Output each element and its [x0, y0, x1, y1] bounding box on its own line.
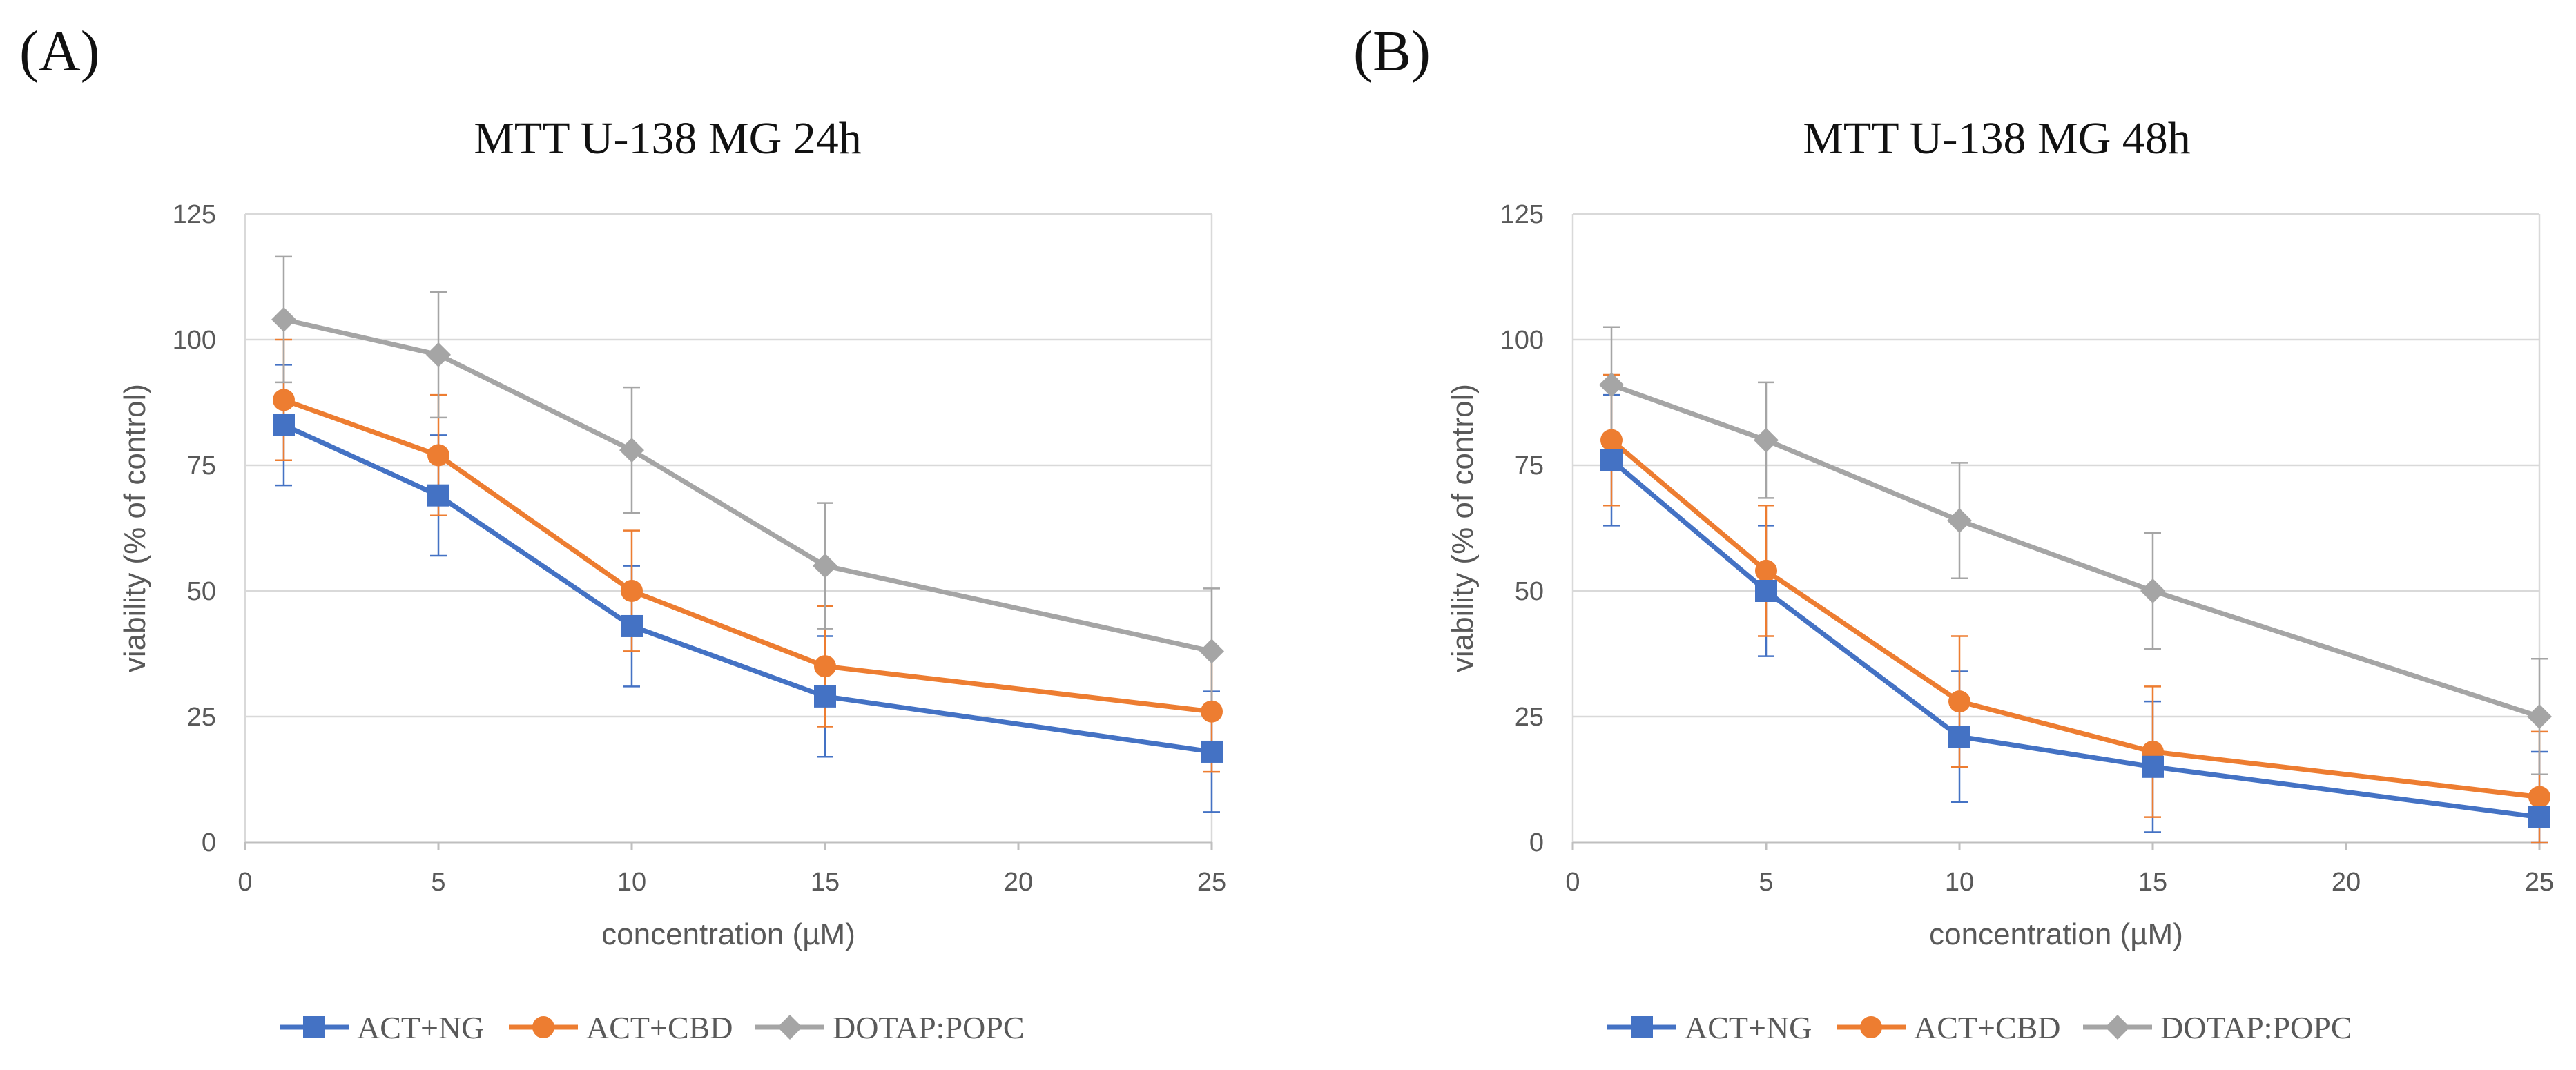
y-tick-label: 25: [1515, 703, 1544, 732]
y-tick-label: 25: [187, 703, 216, 732]
series-line-dotap-popc: [1610, 382, 2541, 719]
data-point: [1948, 690, 1970, 713]
x-tick-label: 10: [617, 868, 646, 897]
legend-marker: [1860, 1016, 1882, 1038]
legend-marker: [1631, 1016, 1653, 1038]
y-tick-label: 125: [173, 200, 216, 229]
x-axis-title: concentration (µM): [1929, 917, 2183, 951]
x-axis-title: concentration (µM): [601, 917, 855, 951]
x-tick-label: 5: [1759, 868, 1773, 897]
chart-24h: MTT U-138 MG 24h 0 25 50 75 100 125 0 5 10 15 20 25 c…: [118, 113, 1226, 1045]
panel-label-a: (A): [19, 19, 100, 84]
data-point: [1754, 427, 1779, 453]
data-point: [1600, 449, 1623, 471]
data-point: [427, 484, 449, 507]
panel-label-b: (B): [1353, 19, 1431, 84]
y-tick-label: 75: [1515, 451, 1544, 480]
legend-label: ACT+CBD: [1914, 1010, 2061, 1045]
data-point: [2528, 786, 2550, 808]
x-tick-label: 20: [1004, 868, 1033, 897]
x-tick-label: 25: [2525, 868, 2554, 897]
data-point: [273, 389, 295, 411]
y-tick-label: 100: [1500, 326, 1544, 355]
y-axis-title: viability (% of control): [1446, 384, 1480, 672]
data-point: [426, 342, 451, 367]
data-point: [619, 438, 644, 463]
x-tick-label: 15: [2138, 868, 2167, 897]
legend-label: DOTAP:POPC: [833, 1010, 1025, 1045]
data-point: [2527, 704, 2552, 729]
data-point: [271, 307, 296, 332]
legend-label: ACT+NG: [1685, 1010, 1812, 1045]
data-point: [1755, 580, 1777, 602]
chart-title: MTT U-138 MG 24h: [474, 113, 862, 164]
chart-48h: MTT U-138 MG 48h 0 25 50 75 100 125 0 5 10 15 20 25 c…: [1446, 113, 2554, 1045]
data-point: [1201, 740, 1223, 763]
legend-label: ACT+CBD: [586, 1010, 733, 1045]
data-point: [1600, 429, 1623, 451]
y-tick-label: 50: [1515, 577, 1544, 606]
legend-marker: [303, 1016, 325, 1038]
series-line-act-ng: [282, 422, 1212, 755]
series-line-act-ng: [1609, 458, 2540, 820]
data-point: [1755, 559, 1777, 582]
data-point: [621, 614, 643, 637]
data-point: [2142, 755, 2164, 778]
data-point: [1948, 726, 1970, 748]
data-point: [621, 580, 643, 602]
legend-label: ACT+NG: [357, 1010, 484, 1045]
data-point: [813, 553, 837, 578]
y-tick-label: 125: [1500, 200, 1544, 229]
series-line-dotap-popc: [283, 317, 1212, 654]
legend-marker: [532, 1016, 554, 1038]
x-tick-label: 15: [811, 868, 840, 897]
series-line-act-cbd: [282, 398, 1212, 714]
x-tick-label: 0: [238, 868, 252, 897]
data-point: [1201, 700, 1223, 723]
data-point: [1599, 372, 1624, 398]
y-tick-label: 50: [187, 577, 216, 606]
y-tick-label: 0: [202, 828, 216, 857]
y-tick-label: 75: [187, 451, 216, 480]
data-point: [1199, 639, 1224, 664]
legend-label: DOTAP:POPC: [2160, 1010, 2352, 1045]
data-point: [814, 655, 836, 678]
legend-marker: [777, 1015, 802, 1040]
x-tick-label: 5: [431, 868, 445, 897]
x-tick-label: 10: [1945, 868, 1974, 897]
x-tick-label: 20: [2332, 868, 2361, 897]
data-point: [2140, 578, 2165, 603]
data-point: [814, 685, 836, 708]
x-tick-label: 25: [1197, 868, 1226, 897]
chart-title: MTT U-138 MG 48h: [1803, 113, 2191, 164]
y-axis-title: viability (% of control): [118, 384, 152, 672]
y-tick-label: 100: [173, 326, 216, 355]
data-point: [273, 414, 295, 436]
series-line-act-cbd: [1609, 438, 2540, 799]
legend-marker: [2105, 1015, 2130, 1040]
data-point: [427, 444, 449, 467]
y-tick-label: 0: [1529, 828, 1544, 857]
data-point: [2528, 806, 2550, 828]
x-tick-label: 0: [1565, 868, 1580, 897]
data-point: [1947, 508, 1972, 534]
